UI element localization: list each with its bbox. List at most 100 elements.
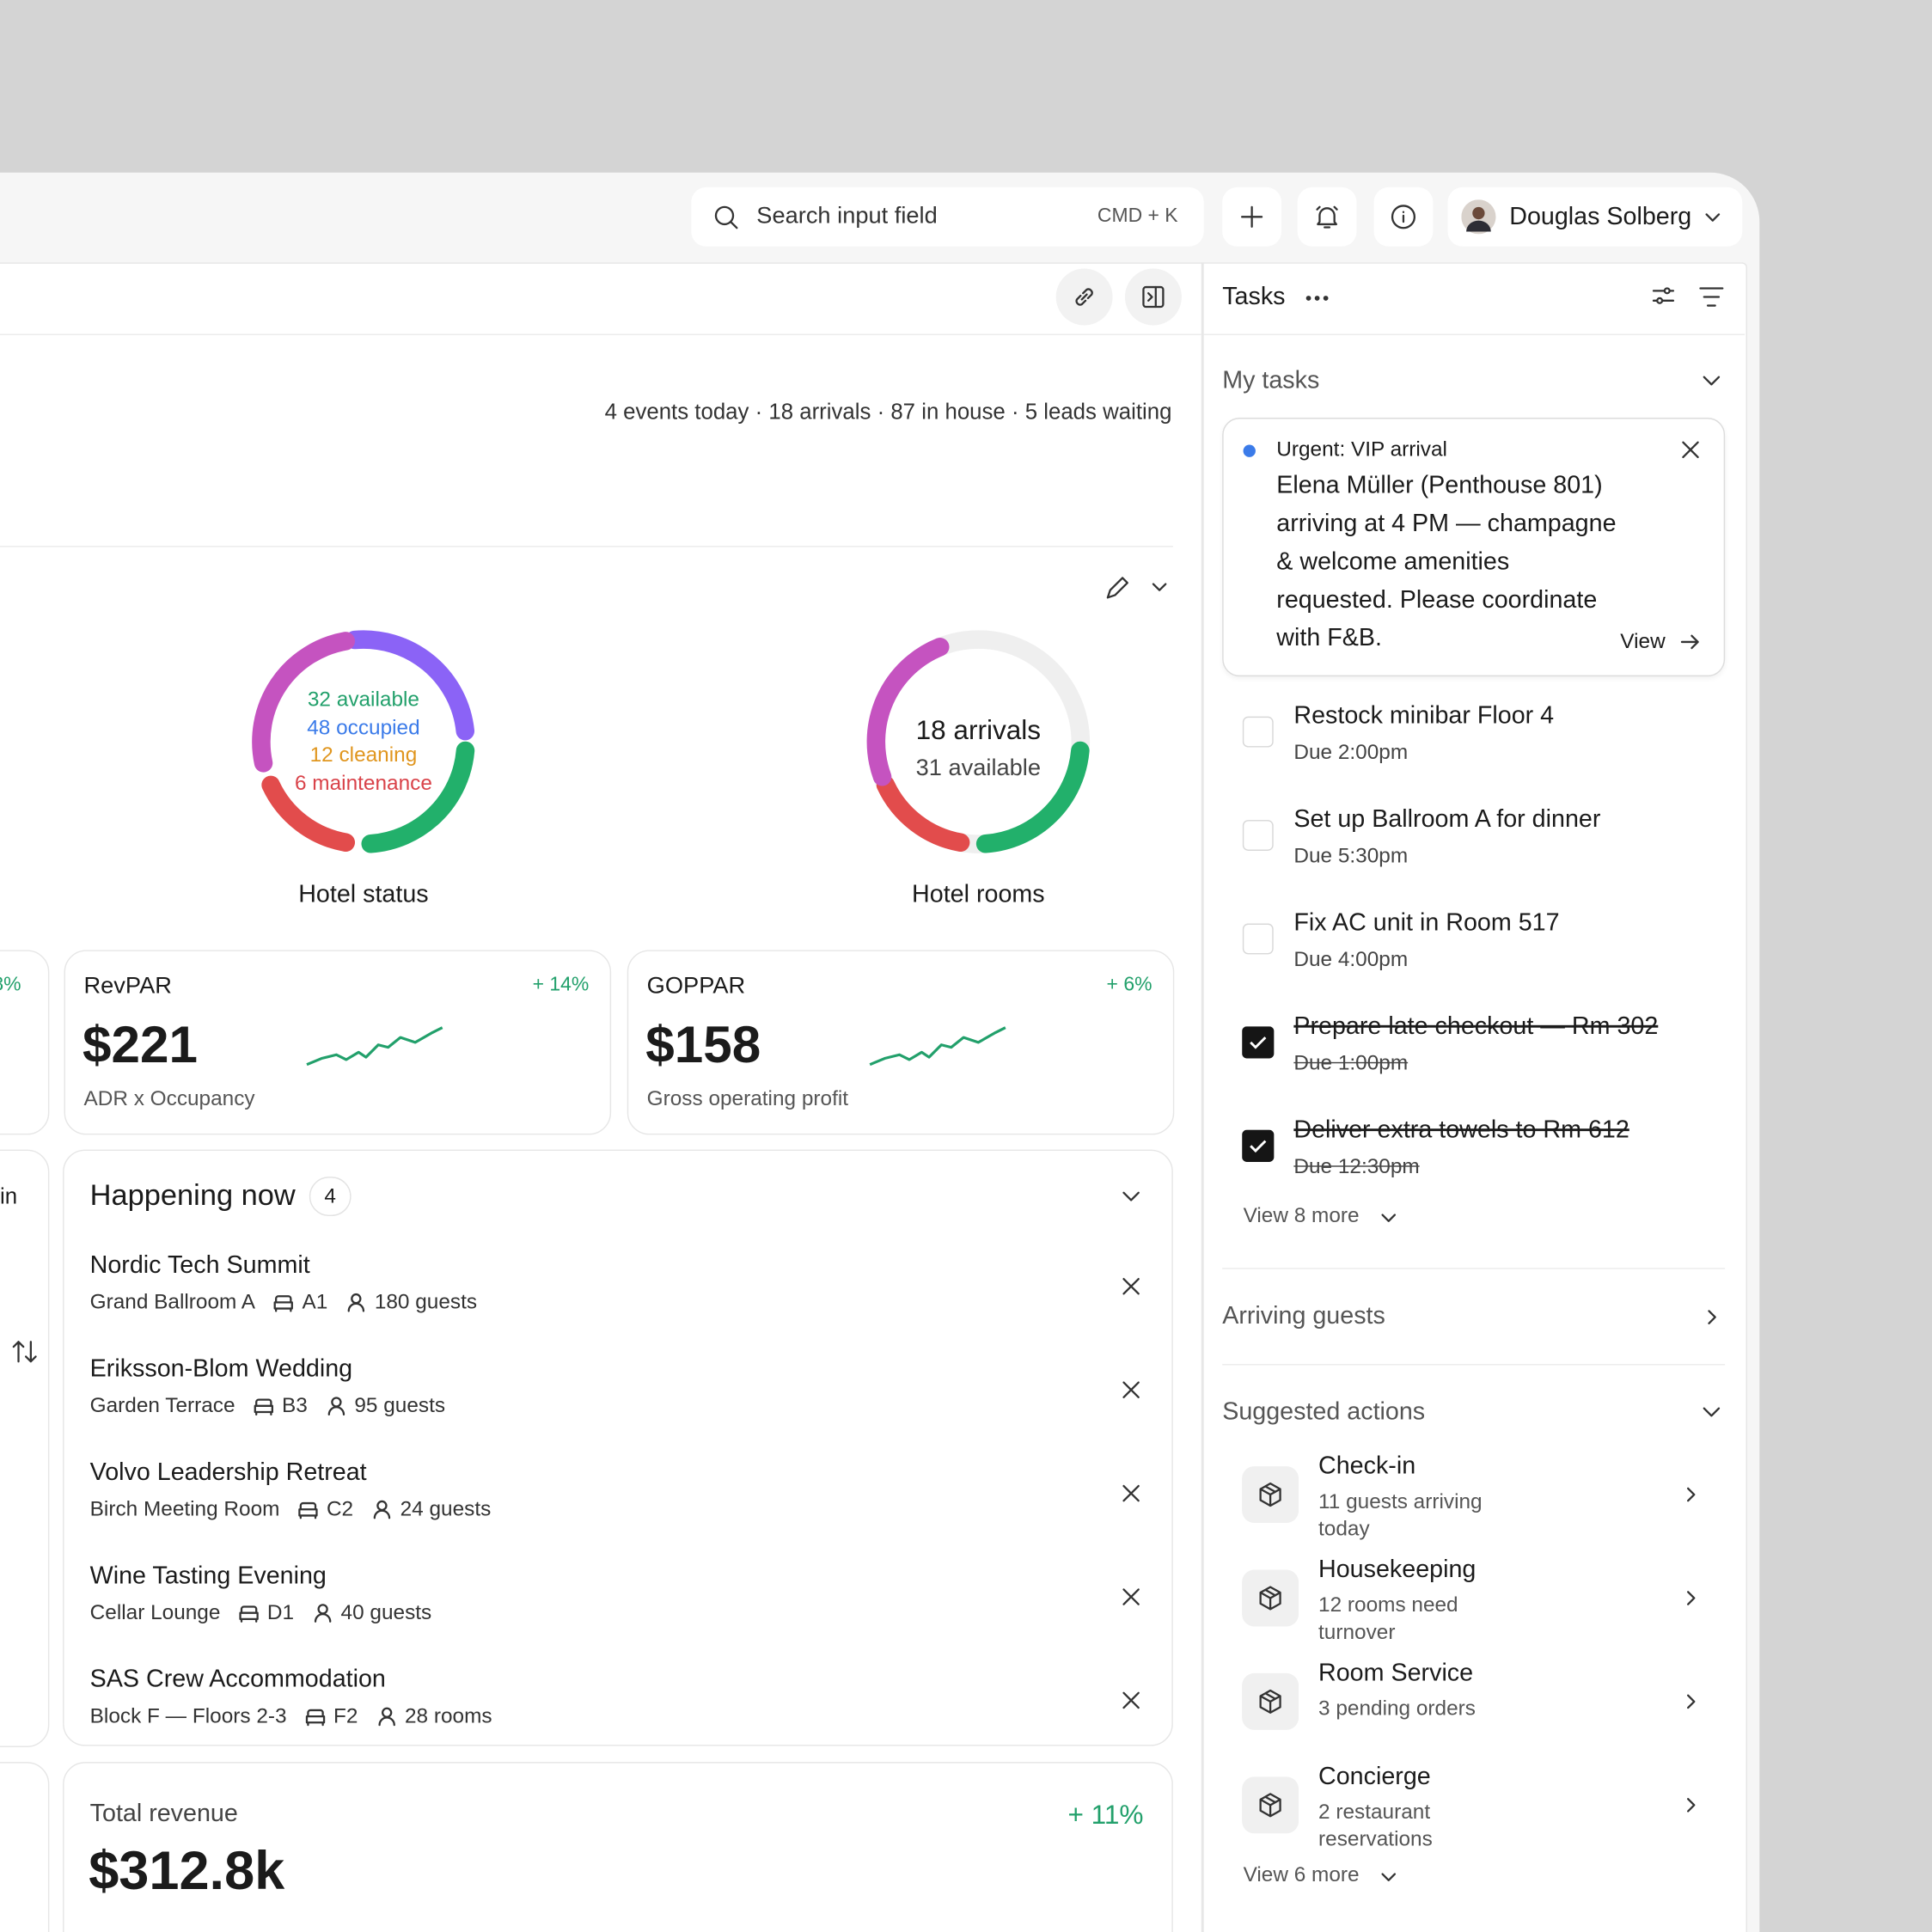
event-room: A1 [302, 1290, 328, 1314]
rooms-lines: 18 arrivals 31 available [867, 711, 1089, 787]
event-room: D1 [266, 1600, 295, 1624]
task-title: Restock minibar Floor 4 [1293, 702, 1555, 730]
search-placeholder: Search input field [756, 203, 938, 229]
checkbox[interactable] [1242, 716, 1274, 754]
action-chevron[interactable] [1682, 1589, 1699, 1612]
status-line: 12 cleaning [309, 743, 418, 767]
kpi-change: + 6% [1106, 975, 1152, 996]
tasks-view-more[interactable]: View 8 more [1243, 1203, 1360, 1227]
dismiss-event[interactable] [1122, 1276, 1141, 1302]
rooms-line: 31 available [915, 755, 1042, 781]
shortcut: CMD + K [1097, 205, 1178, 227]
rooms-label: Hotel rooms [912, 881, 1045, 908]
checkbox[interactable] [1242, 819, 1274, 857]
action-icon [1242, 1776, 1299, 1834]
search-box[interactable]: Search input field CMD + K [691, 186, 1204, 247]
task-title: Fix AC unit in Room 517 [1293, 909, 1560, 937]
action-detail: 11 guests arriving today [1318, 1489, 1483, 1541]
revenue-change: + 11% [1067, 1799, 1144, 1831]
kpi-value: $158 [645, 1015, 761, 1073]
task-title: Deliver extra towels to Rm 612 [1293, 1116, 1629, 1144]
donut-arc [876, 775, 970, 853]
avatar [1461, 199, 1496, 235]
toolbar-divider [0, 333, 1201, 335]
collapse-tasks[interactable] [1702, 371, 1721, 391]
donut-arc [252, 632, 356, 773]
urgent-view[interactable]: View [1620, 629, 1666, 653]
event-location: Cellar Lounge [89, 1600, 221, 1624]
tasks-filters[interactable] [1650, 282, 1736, 311]
kpi-card [64, 950, 612, 1135]
action-chevron[interactable] [1682, 1796, 1699, 1819]
view-more-chevron [1381, 1873, 1397, 1881]
event-name: Eriksson-Blom Wedding [89, 1355, 353, 1383]
sort-icon[interactable] [9, 1337, 39, 1366]
kpi-caption: Gross operating profit [646, 1086, 849, 1110]
section-divider [0, 546, 1173, 547]
room-icon [297, 1498, 320, 1520]
task-title: Prepare late checkout — Rm 302 [1293, 1012, 1659, 1041]
summary: 4 events today · 18 arrivals · 87 in hou… [604, 399, 1172, 425]
arriving-guests[interactable]: Arriving guests [1222, 1302, 1385, 1330]
checkbox-checked[interactable] [1242, 1026, 1275, 1064]
kpi-change: + 14% [532, 975, 590, 996]
revenue-value: $312.8k [89, 1840, 285, 1902]
divider [1222, 1364, 1726, 1366]
notifications-button[interactable] [1297, 186, 1357, 247]
tasks-more[interactable] [1304, 293, 1331, 303]
dismiss-event[interactable] [1122, 1587, 1141, 1613]
action-detail: 3 pending orders [1318, 1697, 1476, 1721]
event-location: Birch Meeting Room [89, 1496, 280, 1521]
dismiss-urgent[interactable] [1681, 440, 1701, 460]
task-due: Due 5:30pm [1293, 844, 1409, 868]
event-name: Wine Tasting Evening [89, 1562, 327, 1590]
kpi-title: GOPPAR [646, 973, 746, 1000]
task-title: Set up Ballroom A for dinner [1293, 805, 1601, 834]
event-room: C2 [326, 1496, 354, 1521]
collapse-happening[interactable] [1122, 1187, 1141, 1207]
panel-toggle[interactable] [1124, 268, 1182, 326]
guests-icon [370, 1498, 393, 1520]
suggested-title: Suggested actions [1222, 1398, 1426, 1426]
info-button[interactable] [1373, 186, 1434, 247]
link-button[interactable] [1055, 268, 1113, 326]
action-chevron[interactable] [1682, 1486, 1699, 1509]
add-button[interactable] [1222, 186, 1282, 247]
revenue-title: Total revenue [89, 1800, 238, 1828]
donut-arc [866, 637, 950, 786]
action-title: Housekeeping [1318, 1556, 1477, 1584]
task-due: Due 4:00pm [1293, 947, 1409, 971]
checkbox-checked[interactable] [1242, 1129, 1275, 1168]
donut-arc [361, 741, 475, 853]
task-due: Due 12:30pm [1293, 1154, 1420, 1178]
status-label: Hotel status [298, 881, 429, 908]
happening-title: Happening now [89, 1179, 296, 1213]
event-details: Block F — Floors 2-3 F2 28 rooms [90, 1704, 492, 1729]
edit-controls[interactable] [1103, 573, 1177, 602]
guests-icon [376, 1705, 398, 1727]
dismiss-event[interactable] [1122, 1483, 1141, 1509]
suggested-view-more[interactable]: View 6 more [1243, 1862, 1360, 1886]
guests-icon [311, 1602, 333, 1624]
collapse-suggested[interactable] [1702, 1403, 1721, 1422]
guests-icon [345, 1291, 367, 1313]
partial-kpi-card [0, 950, 50, 1135]
event-room: B3 [282, 1393, 308, 1417]
partial-card-text: in [0, 1183, 18, 1209]
checkbox[interactable] [1242, 923, 1274, 961]
guests-icon [325, 1395, 347, 1417]
status-line: 32 available [307, 687, 419, 712]
partial-kpi-change: 8% [0, 975, 21, 996]
action-chevron[interactable] [1682, 1693, 1699, 1716]
user-menu[interactable]: Douglas Solberg [1447, 186, 1743, 247]
status-line: 48 occupied [307, 715, 420, 739]
task-due: Due 1:00pm [1293, 1050, 1409, 1075]
event-guests: 40 guests [340, 1600, 432, 1624]
dismiss-event[interactable] [1122, 1690, 1141, 1716]
action-title: Room Service [1318, 1660, 1474, 1687]
action-icon [1242, 1569, 1299, 1627]
dismiss-event[interactable] [1122, 1380, 1141, 1406]
action-detail: 2 restaurant reservations [1318, 1800, 1433, 1851]
kpi-card [627, 950, 1175, 1135]
